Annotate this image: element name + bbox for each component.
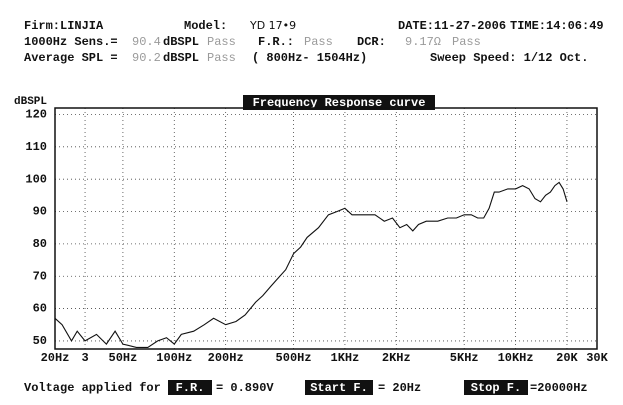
sweep: Sweep Speed: 1/12 Oct. — [430, 51, 588, 65]
avg-pass: Pass — [207, 51, 236, 65]
x-tick-label: 2KHz — [382, 351, 411, 365]
dcr-pass: Pass — [452, 35, 481, 49]
date: DATE:11-27-2006 — [398, 19, 506, 33]
fr-key: F.R. — [176, 381, 205, 395]
start-value: = 20Hz — [378, 381, 421, 395]
chart-title: Frequency Response curve — [253, 96, 426, 110]
sens-label: 1000Hz Sens.= — [24, 35, 118, 49]
x-tick-label: 3 — [81, 351, 88, 365]
avg-value: 90.2 — [132, 51, 161, 65]
avg-label: Average SPL = — [24, 51, 118, 65]
dcr-value: 9.17Ω — [405, 35, 441, 49]
start-key-box — [305, 380, 373, 395]
voltage-label: Voltage applied for — [24, 381, 161, 395]
x-tick-label: 200Hz — [208, 351, 244, 365]
y-tick-label: 70 — [33, 269, 47, 283]
model: YD 17•9 — [249, 19, 296, 32]
x-tick-label: 10KHz — [498, 351, 534, 365]
y-tick-label: 120 — [25, 108, 47, 122]
x-tick-label: 500Hz — [276, 351, 312, 365]
y-tick-label: 80 — [33, 237, 47, 251]
sens-pass: Pass — [207, 35, 236, 49]
title-box — [243, 95, 435, 110]
avg-unit: dBSPL — [163, 51, 199, 65]
voltage-value: = 0.890V — [216, 381, 274, 395]
fr-key-box — [168, 380, 212, 395]
y-tick-label: 90 — [33, 205, 47, 219]
x-tick-label: 5KHz — [450, 351, 479, 365]
time: TIME:14:06:49 — [510, 19, 604, 33]
x-tick-label: 20Hz — [41, 351, 70, 365]
firm: Firm:LINJIA — [24, 19, 104, 33]
fr-pass: Pass — [304, 35, 333, 49]
plot-frame — [54, 107, 598, 350]
stop-key: Stop F. — [471, 381, 521, 395]
sens-value: 90.4 — [132, 35, 161, 49]
fr-label: F.R.: — [258, 35, 294, 49]
grid — [54, 108, 598, 349]
response-line — [54, 181, 568, 348]
x-tick-label: 1KHz — [331, 351, 360, 365]
y-axis-label: dBSPL — [14, 96, 47, 108]
dcr-label: DCR: — [357, 35, 386, 49]
y-tick-label: 100 — [25, 172, 47, 186]
x-tick-label: 20K — [556, 351, 578, 365]
start-key: Start F. — [310, 381, 368, 395]
model-label: Model: — [184, 19, 227, 33]
x-tick-label: 30K — [586, 351, 608, 365]
y-tick-label: 110 — [25, 140, 47, 154]
stop-key-box — [464, 380, 528, 395]
x-tick-label: 100Hz — [156, 351, 192, 365]
stop-value: =20000Hz — [530, 381, 588, 395]
y-tick-label: 60 — [33, 302, 47, 316]
x-tick-label: 50Hz — [109, 351, 138, 365]
avg-range: ( 800Hz- 1504Hz) — [252, 51, 367, 65]
sens-unit: dBSPL — [163, 35, 199, 49]
y-tick-label: 50 — [33, 334, 47, 348]
